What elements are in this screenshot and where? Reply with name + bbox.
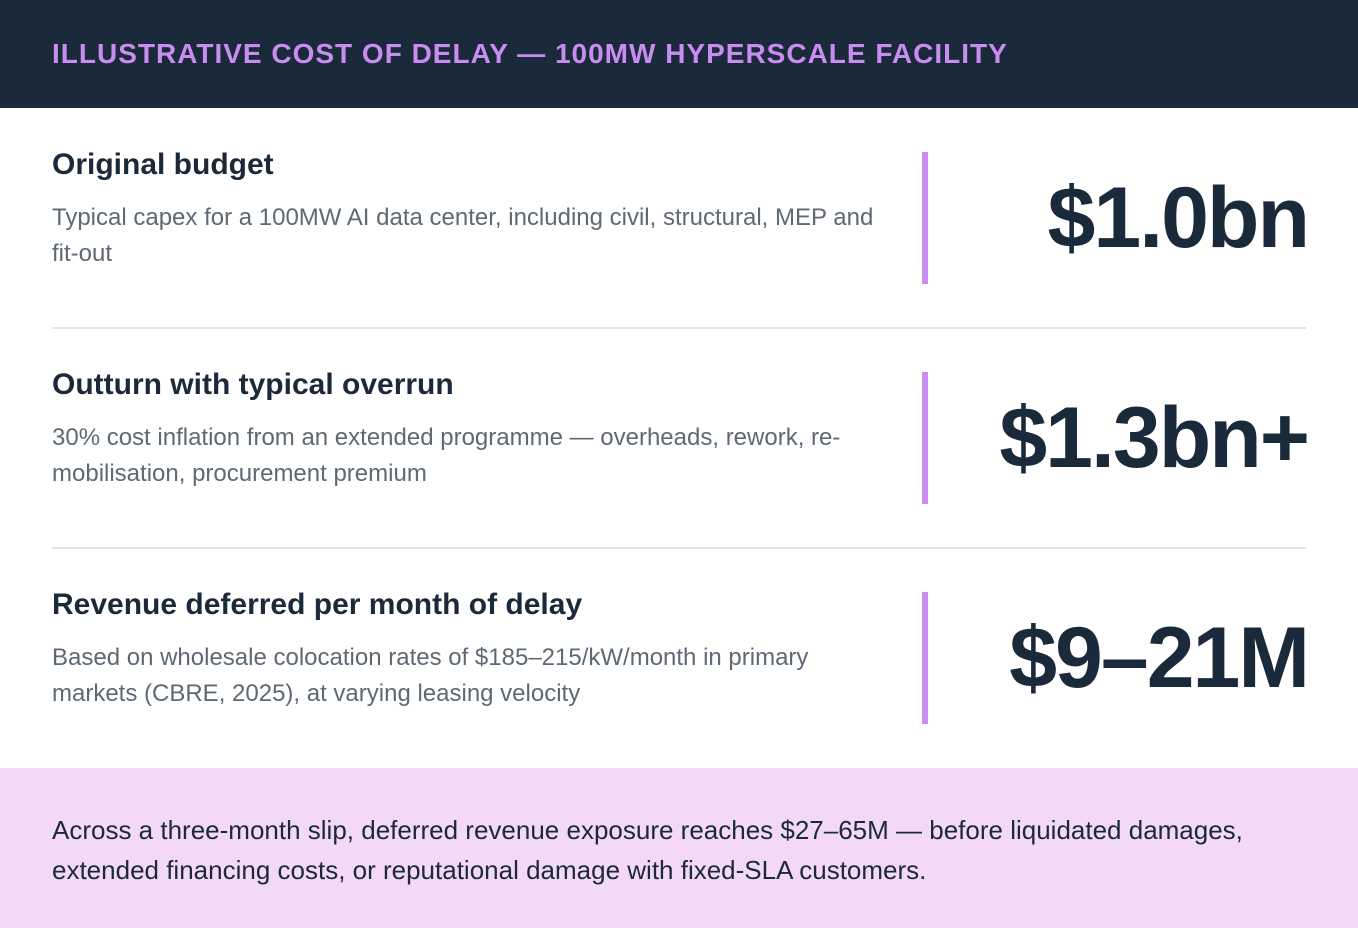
row-description: Typical capex for a 100MW AI data center…: [52, 204, 874, 267]
row-title: Original budget: [52, 148, 274, 181]
cost-row-original-budget: Original budget Typical capex for a 100M…: [0, 108, 1358, 328]
row-value: $1.3bn+: [999, 390, 1310, 486]
row-title: Revenue deferred per month of delay: [52, 588, 583, 621]
page-title: ILLUSTRATIVE COST OF DELAY — 100MW HYPER…: [52, 38, 1008, 69]
row-title: Outturn with typical overrun: [52, 368, 454, 401]
divider: [52, 327, 1306, 329]
accent-bar: [922, 372, 928, 504]
row-description: Based on wholesale colocation rates of $…: [52, 644, 809, 707]
cost-row-outturn: Outturn with typical overrun 30% cost in…: [0, 328, 1358, 548]
row-value: $9–21M: [1009, 610, 1310, 706]
row-value: $1.0bn: [1047, 170, 1310, 266]
accent-bar: [922, 592, 928, 724]
accent-bar: [922, 152, 928, 284]
cost-row-revenue-deferred: Revenue deferred per month of delay Base…: [0, 548, 1358, 768]
summary-callout: Across a three-month slip, deferred reve…: [0, 768, 1358, 928]
divider: [52, 547, 1306, 549]
header-banner: ILLUSTRATIVE COST OF DELAY — 100MW HYPER…: [0, 0, 1358, 108]
row-description: 30% cost inflation from an extended prog…: [52, 424, 841, 487]
summary-text: Across a three-month slip, deferred reve…: [52, 815, 1243, 885]
